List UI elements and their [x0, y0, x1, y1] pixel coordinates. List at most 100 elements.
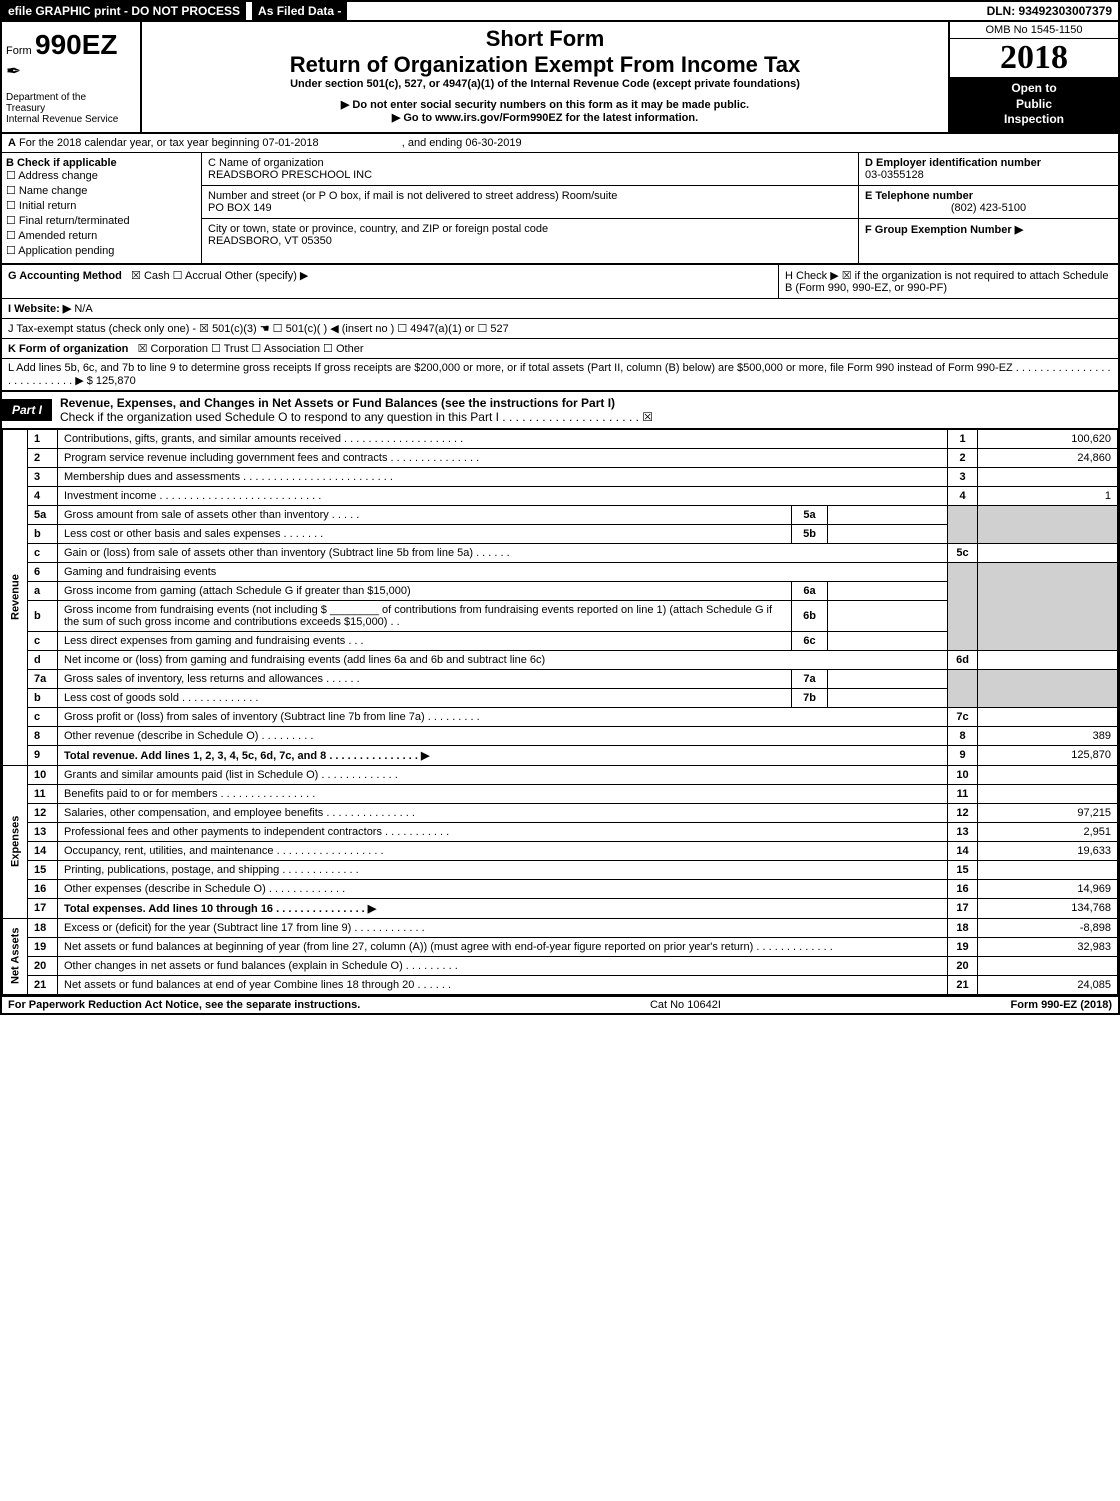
l17-text: Total expenses. Add lines 10 through 16 …	[58, 898, 948, 918]
cb-name-change[interactable]: ☐ Name change	[6, 184, 197, 197]
row-g: G Accounting Method ☒ Cash ☐ Accrual Oth…	[2, 265, 778, 298]
l13-rn: 13	[948, 822, 978, 841]
row-k: K Form of organization ☒ Corporation ☐ T…	[2, 339, 1118, 359]
l7c-rn: 7c	[948, 707, 978, 726]
l10-num: 10	[28, 765, 58, 784]
cb-amended-return[interactable]: ☐ Amended return	[6, 229, 197, 242]
row-20: 20 Other changes in net assets or fund b…	[3, 956, 1118, 975]
part1-check: Check if the organization used Schedule …	[60, 410, 653, 424]
top-bar-left: efile GRAPHIC print - DO NOT PROCESS As …	[2, 2, 347, 20]
box-d: D Employer identification number 03-0355…	[859, 153, 1118, 186]
l16-text: Other expenses (describe in Schedule O) …	[58, 879, 948, 898]
tax-year: 2018	[950, 39, 1118, 77]
footer-left: For Paperwork Reduction Act Notice, see …	[8, 999, 360, 1011]
cb-application-pending[interactable]: ☐ Application pending	[6, 244, 197, 257]
footer-mid: Cat No 10642I	[650, 999, 721, 1011]
box-def: D Employer identification number 03-0355…	[858, 153, 1118, 263]
return-title: Return of Organization Exempt From Incom…	[148, 52, 942, 78]
row-17: 17 Total expenses. Add lines 10 through …	[3, 898, 1118, 918]
l7a-sub: 7a	[792, 669, 828, 688]
footer-right: Form 990-EZ (2018)	[1011, 999, 1112, 1011]
l9-amt: 125,870	[978, 745, 1118, 765]
open-line3: Inspection	[954, 112, 1114, 128]
part1-title: Revenue, Expenses, and Changes in Net As…	[52, 392, 1118, 428]
l2-amt: 24,860	[978, 448, 1118, 467]
phone-value: (802) 423-5100	[865, 202, 1112, 214]
l7b-sub: 7b	[792, 688, 828, 707]
pen-icon: ✒	[6, 61, 136, 82]
l14-amt: 19,633	[978, 841, 1118, 860]
l8-amt: 389	[978, 726, 1118, 745]
l6d-num: d	[28, 650, 58, 669]
row-h[interactable]: H Check ▶ ☒ if the organization is not r…	[778, 265, 1118, 298]
ssn-note: ▶ Do not enter social security numbers o…	[148, 98, 942, 111]
l6c-num: c	[28, 631, 58, 650]
l8-text: Other revenue (describe in Schedule O) .…	[58, 726, 948, 745]
box-f-label: F Group Exemption Number ▶	[865, 224, 1023, 236]
l21-rn: 21	[948, 975, 978, 994]
l4-text: Investment income . . . . . . . . . . . …	[58, 486, 948, 505]
l7a-num: 7a	[28, 669, 58, 688]
l6a-text: Gross income from gaming (attach Schedul…	[58, 581, 792, 600]
l17-rn: 17	[948, 898, 978, 918]
l2-rn: 2	[948, 448, 978, 467]
l19-amt: 32,983	[978, 937, 1118, 956]
l11-text: Benefits paid to or for members . . . . …	[58, 784, 948, 803]
l5c-rn: 5c	[948, 543, 978, 562]
l17-num: 17	[28, 898, 58, 918]
l6b-text: Gross income from fundraising events (no…	[58, 600, 792, 631]
cb-initial-return[interactable]: ☐ Initial return	[6, 199, 197, 212]
row-g-opts[interactable]: ☒ Cash ☐ Accrual Other (specify) ▶	[131, 270, 308, 282]
row-i-label: I Website: ▶	[8, 303, 71, 315]
l16-amt: 14,969	[978, 879, 1118, 898]
l6a-num: a	[28, 581, 58, 600]
l6b-sub: 6b	[792, 600, 828, 631]
cb-final-return[interactable]: ☐ Final return/terminated	[6, 214, 197, 227]
l11-rn: 11	[948, 784, 978, 803]
l7b-num: b	[28, 688, 58, 707]
open-public-box: Open to Public Inspection	[950, 77, 1118, 132]
row-k-opts[interactable]: ☒ Corporation ☐ Trust ☐ Association ☐ Ot…	[138, 343, 364, 355]
row-2: 2 Program service revenue including gove…	[3, 448, 1118, 467]
l14-num: 14	[28, 841, 58, 860]
side-netassets: Net Assets	[3, 918, 28, 994]
l9-rn: 9	[948, 745, 978, 765]
l3-amt	[978, 467, 1118, 486]
row-6d: d Net income or (loss) from gaming and f…	[3, 650, 1118, 669]
row-j[interactable]: J Tax-exempt status (check only one) - ☒…	[2, 319, 1118, 339]
shade-7b	[978, 669, 1118, 707]
row-19: 19 Net assets or fund balances at beginn…	[3, 937, 1118, 956]
l5c-num: c	[28, 543, 58, 562]
line-a-row: A For the 2018 calendar year, or tax yea…	[2, 134, 1118, 153]
header-left: Form 990EZ ✒ Department of the Treasury …	[2, 22, 142, 132]
l19-rn: 19	[948, 937, 978, 956]
l6d-amt	[978, 650, 1118, 669]
l20-num: 20	[28, 956, 58, 975]
row-5c: c Gain or (loss) from sale of assets oth…	[3, 543, 1118, 562]
l6d-rn: 6d	[948, 650, 978, 669]
row-13: 13 Professional fees and other payments …	[3, 822, 1118, 841]
lines-table: Revenue 1 Contributions, gifts, grants, …	[2, 429, 1118, 995]
l21-text: Net assets or fund balances at end of ye…	[58, 975, 948, 994]
l7a-sv	[828, 669, 948, 688]
cb-address-change[interactable]: ☐ Address change	[6, 169, 197, 182]
l13-text: Professional fees and other payments to …	[58, 822, 948, 841]
row-l: L Add lines 5b, 6c, and 7b to line 9 to …	[2, 359, 1118, 391]
row-3: 3 Membership dues and assessments . . . …	[3, 467, 1118, 486]
goto-note: ▶ Go to www.irs.gov/Form990EZ for the la…	[148, 111, 942, 124]
shade-6	[948, 562, 978, 650]
l20-rn: 20	[948, 956, 978, 975]
l12-rn: 12	[948, 803, 978, 822]
row-10: Expenses 10 Grants and similar amounts p…	[3, 765, 1118, 784]
box-f: F Group Exemption Number ▶	[859, 219, 1118, 240]
l5b-sv	[828, 524, 948, 543]
l6b-num: b	[28, 600, 58, 631]
l1-rn: 1	[948, 429, 978, 448]
l5a-text: Gross amount from sale of assets other t…	[58, 505, 792, 524]
l5b-text: Less cost or other basis and sales expen…	[58, 524, 792, 543]
footer-row: For Paperwork Reduction Act Notice, see …	[2, 995, 1118, 1013]
city-label: City or town, state or province, country…	[208, 223, 548, 235]
l12-text: Salaries, other compensation, and employ…	[58, 803, 948, 822]
part1-header: Part I Revenue, Expenses, and Changes in…	[2, 391, 1118, 429]
line-a-ending: , and ending 06-30-2019	[402, 137, 522, 149]
